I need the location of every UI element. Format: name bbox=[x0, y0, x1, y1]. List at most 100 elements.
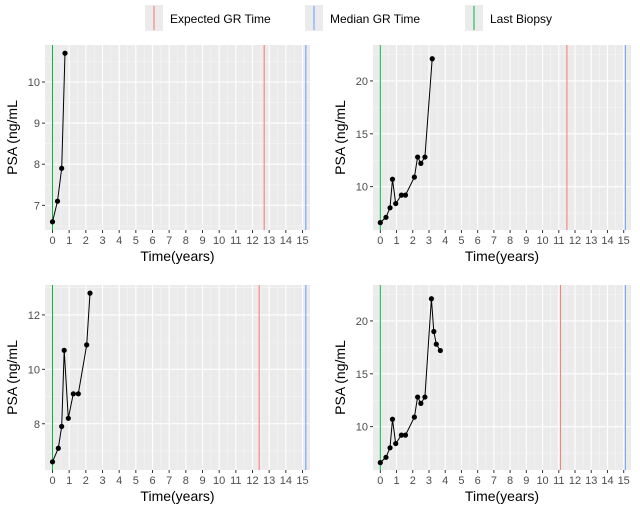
y-tick-label: 20 bbox=[356, 76, 368, 88]
x-tick-label: 13 bbox=[263, 475, 275, 487]
legend: Expected GR Time Median GR Time Last Bio… bbox=[145, 5, 552, 31]
y-axis-title: PSA (ng/mL bbox=[4, 100, 20, 175]
data-point bbox=[55, 445, 61, 451]
x-tick-label: 10 bbox=[536, 235, 548, 247]
x-tick-label: 1 bbox=[393, 475, 399, 487]
x-tick-label: 4 bbox=[116, 235, 122, 247]
x-tick-label: 13 bbox=[585, 475, 597, 487]
x-tick-label: 3 bbox=[426, 475, 432, 487]
data-point bbox=[61, 347, 67, 353]
data-point bbox=[377, 460, 383, 466]
x-tick-label: 15 bbox=[618, 235, 630, 247]
x-tick-label: 1 bbox=[393, 235, 399, 247]
y-tick-label: 12 bbox=[28, 310, 40, 322]
x-tick-label: 12 bbox=[569, 475, 581, 487]
data-point bbox=[383, 454, 389, 460]
data-point bbox=[418, 160, 424, 166]
y-axis-title: PSA (ng/mL bbox=[4, 340, 20, 415]
x-tick-label: 8 bbox=[507, 235, 513, 247]
x-tick-label: 0 bbox=[49, 235, 55, 247]
x-tick-label: 4 bbox=[442, 235, 448, 247]
data-point bbox=[62, 50, 68, 56]
y-tick-label: 10 bbox=[356, 422, 368, 434]
x-tick-label: 0 bbox=[377, 235, 383, 247]
x-tick-label: 13 bbox=[585, 235, 597, 247]
x-tick-label: 3 bbox=[99, 475, 105, 487]
x-tick-label: 11 bbox=[230, 235, 241, 247]
y-tick-label: 15 bbox=[356, 369, 368, 381]
legend-label-median-gr: Median GR Time bbox=[330, 12, 420, 26]
data-point bbox=[431, 328, 437, 335]
y-axis-title: PSA (ng/mL bbox=[332, 100, 348, 175]
data-point bbox=[437, 347, 443, 354]
chart-panel-1: 0 1 2 3 4 5 6 7 8 9 10 11 12 13 14 1578910Time(years)PS… bbox=[4, 45, 310, 264]
x-tick-label: 6 bbox=[149, 235, 155, 247]
legend-item-expected-gr: Expected GR Time bbox=[145, 5, 271, 31]
data-point bbox=[415, 394, 421, 400]
x-tick-label: 1 bbox=[66, 475, 72, 487]
y-tick-label: 7 bbox=[34, 200, 40, 212]
legend-label-last-biopsy: Last Biopsy bbox=[490, 12, 552, 26]
x-tick-label: 6 bbox=[149, 475, 155, 487]
data-point bbox=[422, 154, 428, 160]
data-point bbox=[70, 391, 76, 397]
x-tick-label: 2 bbox=[83, 235, 89, 247]
x-tick-label: 3 bbox=[99, 235, 105, 247]
data-point bbox=[411, 414, 417, 420]
x-tick-label: 8 bbox=[183, 475, 189, 487]
y-tick-label: 9 bbox=[34, 118, 40, 130]
y-tick-label: 8 bbox=[34, 159, 40, 171]
data-point bbox=[383, 214, 389, 220]
x-tick-label: 7 bbox=[166, 475, 172, 487]
x-tick-label: 10 bbox=[536, 475, 548, 487]
data-point bbox=[49, 459, 56, 465]
data-point bbox=[87, 290, 93, 296]
x-tick-label: 6 bbox=[475, 475, 481, 487]
data-point bbox=[75, 391, 81, 397]
series-line bbox=[52, 53, 66, 222]
x-tick-label: 6 bbox=[475, 235, 481, 247]
data-point bbox=[398, 192, 404, 198]
x-tick-label: 8 bbox=[183, 235, 189, 247]
data-point bbox=[65, 415, 71, 421]
x-tick-label: 14 bbox=[601, 235, 613, 247]
data-point bbox=[402, 432, 409, 438]
chart-panel-3: 0 1 2 3 4 5 6 7 8 9 10 11 12 13 14 1581012Time(years)PS… bbox=[4, 285, 310, 504]
x-tick-label: 7 bbox=[166, 235, 172, 247]
x-tick-label: 0 bbox=[377, 475, 383, 487]
y-tick-label: 15 bbox=[356, 129, 368, 141]
x-tick-label: 0 bbox=[49, 475, 55, 487]
x-tick-label: 7 bbox=[491, 475, 497, 487]
x-tick-label: 5 bbox=[133, 475, 139, 487]
data-point bbox=[418, 400, 424, 406]
x-tick-label: 15 bbox=[296, 475, 308, 487]
x-tick-label: 11 bbox=[230, 475, 241, 487]
x-tick-label: 14 bbox=[601, 475, 613, 487]
x-tick-label: 12 bbox=[246, 475, 258, 487]
x-axis-title: Time(years) bbox=[465, 488, 539, 504]
data-point bbox=[84, 342, 90, 348]
x-tick-label: 9 bbox=[199, 475, 205, 487]
data-point bbox=[433, 341, 439, 347]
data-point bbox=[415, 154, 421, 160]
x-tick-label: 8 bbox=[507, 475, 513, 487]
x-axis-title: Time(years) bbox=[465, 248, 539, 264]
y-tick-label: 10 bbox=[28, 364, 40, 376]
chart-panels: 0 1 2 3 4 5 6 7 8 9 10 11 12 13 14 1578910Time(years)PS… bbox=[4, 45, 631, 504]
x-tick-label: 9 bbox=[523, 235, 529, 247]
data-point bbox=[402, 192, 409, 198]
x-tick-label: 9 bbox=[523, 475, 529, 487]
data-point bbox=[59, 423, 65, 430]
data-point bbox=[398, 432, 404, 438]
x-axis-title: Time(years) bbox=[140, 488, 214, 504]
data-point bbox=[387, 205, 393, 211]
x-tick-label: 1 bbox=[66, 235, 72, 247]
x-tick-label: 15 bbox=[296, 235, 308, 247]
x-tick-label: 4 bbox=[442, 475, 448, 487]
x-tick-label: 5 bbox=[458, 235, 464, 247]
data-point bbox=[411, 174, 417, 180]
x-tick-label: 12 bbox=[569, 235, 581, 247]
x-tick-label: 9 bbox=[199, 235, 205, 247]
x-axis-title: Time(years) bbox=[140, 248, 214, 264]
